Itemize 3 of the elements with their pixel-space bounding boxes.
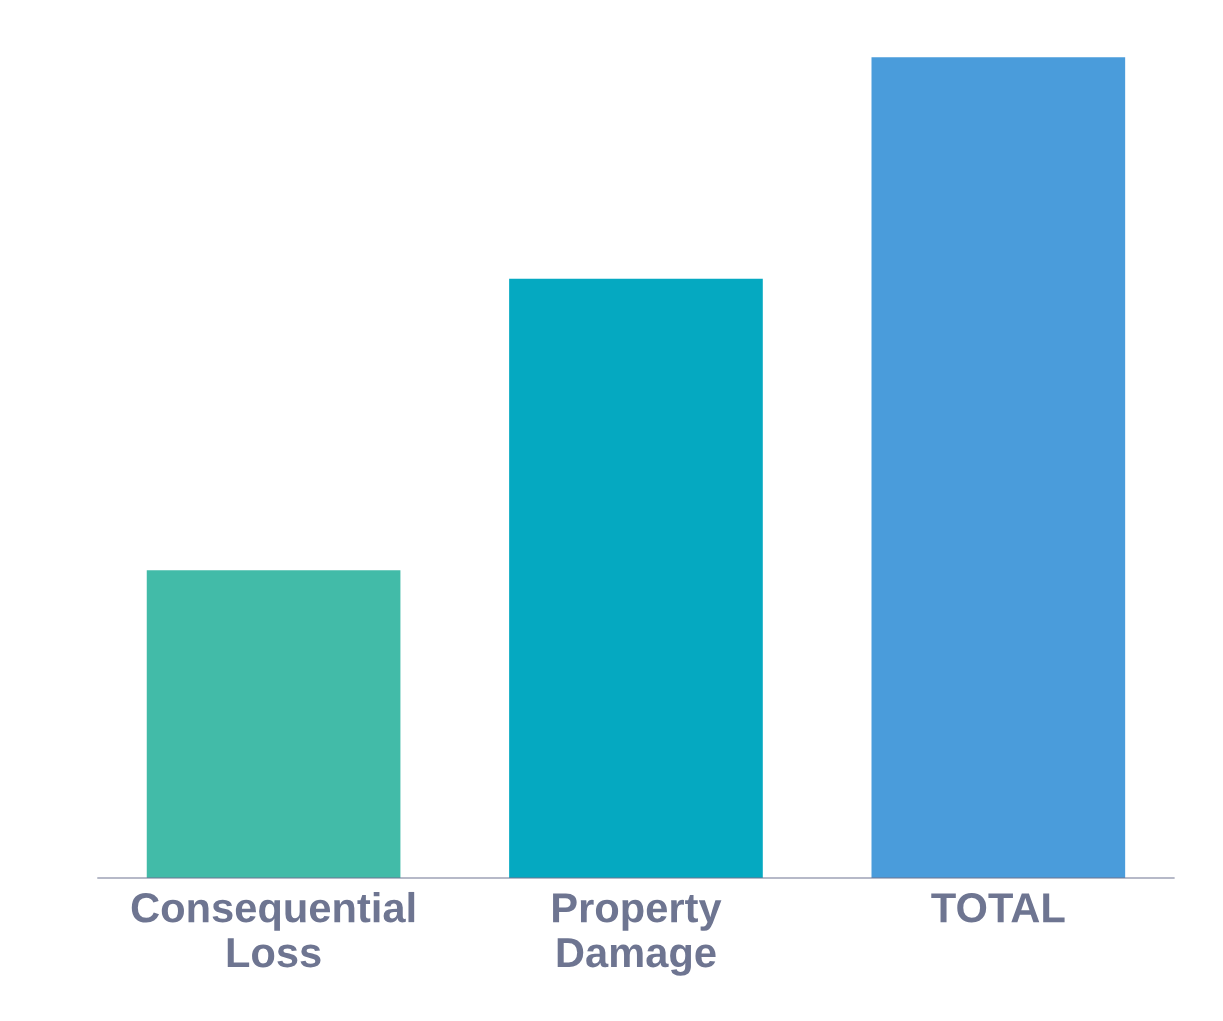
x-tick-label: TOTAL — [931, 893, 1065, 923]
x-tick-label: Consequential Loss — [131, 891, 415, 968]
x-tick-label: Property Damage — [553, 893, 722, 976]
